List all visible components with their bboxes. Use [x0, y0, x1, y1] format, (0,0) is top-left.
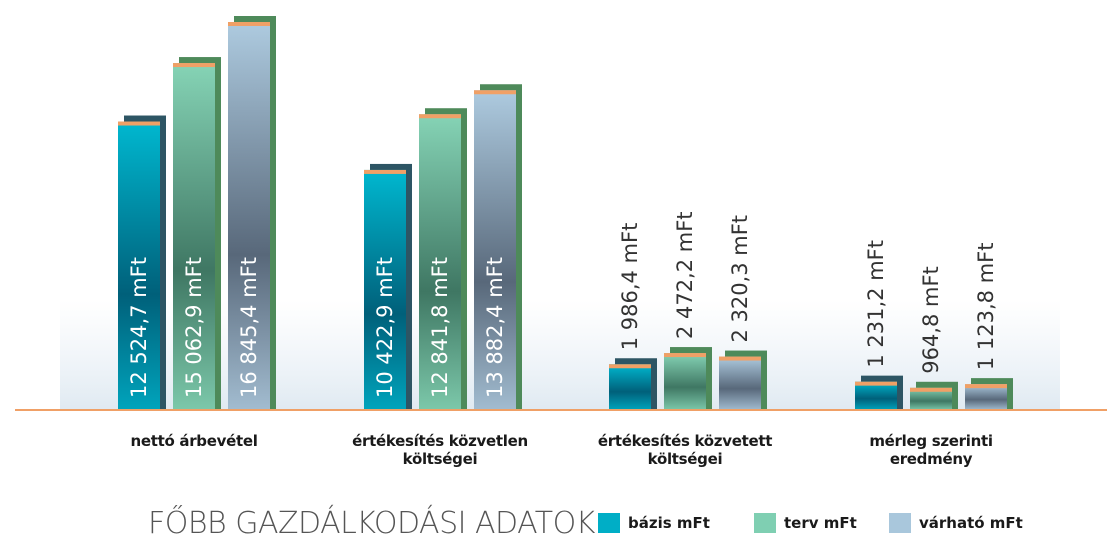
legend-label: terv mFt	[784, 514, 857, 532]
value-label: 13 882,4 mFt	[483, 257, 507, 398]
bar-cap	[173, 63, 215, 68]
bar	[364, 169, 406, 410]
bar-cap	[910, 387, 952, 392]
legend-swatch	[889, 513, 911, 533]
value-label: 1 986,4 mFt	[618, 223, 642, 351]
value-label: 12 841,8 mFt	[428, 257, 452, 398]
bar-cap	[609, 364, 651, 369]
bar-cap	[965, 384, 1007, 389]
category-label: értékesítés közvetlen költségei	[352, 432, 528, 468]
legend-swatch	[598, 513, 620, 533]
bar-cap	[228, 22, 270, 26]
chart-title: FŐBB GAZDÁLKODÁSI ADATOK	[148, 506, 595, 541]
value-label: 964,8 mFt	[919, 266, 943, 374]
bar	[419, 114, 461, 410]
value-label: 12 524,7 mFt	[127, 257, 151, 398]
value-label: 16 845,4 mFt	[237, 257, 261, 398]
category-label: mérleg szerinti eredmény	[869, 432, 993, 468]
bar-cap	[855, 381, 897, 386]
value-label: 10 422,9 mFt	[373, 257, 397, 398]
bar	[173, 63, 215, 411]
value-label: 2 472,2 mFt	[673, 211, 697, 339]
legend-label: bázis mFt	[628, 514, 710, 532]
bar-cap	[364, 169, 406, 174]
bar-cap	[419, 114, 461, 119]
legend-item: várható mFt	[889, 513, 1023, 533]
legend-label: várható mFt	[919, 514, 1023, 532]
bar-cap	[474, 90, 516, 95]
value-label: 1 123,8 mFt	[974, 243, 998, 371]
bar	[474, 90, 516, 410]
bar	[664, 353, 706, 410]
chart: 12 524,7 mFt 15 062,9 mFt 16 845,4 mFt 10 4…	[15, 16, 1107, 411]
bar-cap	[118, 121, 160, 126]
bar	[719, 356, 761, 410]
bar	[228, 22, 270, 410]
legend-item: bázis mFt	[598, 513, 710, 533]
bar-cap	[664, 353, 706, 358]
bar	[609, 364, 651, 410]
category-label: értékesítés közvetett költségei	[597, 432, 773, 468]
legend-item: terv mFt	[754, 513, 857, 533]
value-label: 1 231,2 mFt	[864, 240, 888, 368]
value-label: 2 320,3 mFt	[728, 215, 752, 343]
bar-cap	[719, 356, 761, 361]
legend-swatch	[754, 513, 776, 533]
category-label: nettó árbevétel	[130, 432, 258, 450]
bar	[910, 387, 952, 410]
value-label: 15 062,9 mFt	[182, 257, 206, 398]
bar	[118, 121, 160, 410]
bar	[855, 381, 897, 410]
bar	[965, 384, 1007, 410]
